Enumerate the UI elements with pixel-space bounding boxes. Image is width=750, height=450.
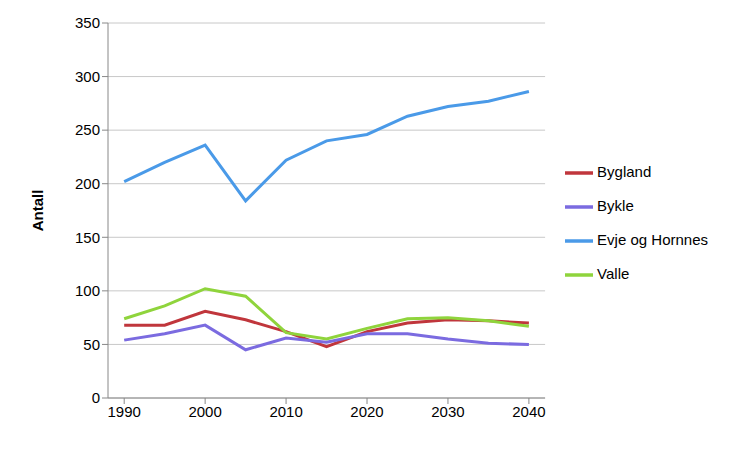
svg-text:200: 200 [75, 175, 100, 192]
svg-text:2040: 2040 [512, 403, 545, 420]
svg-text:1990: 1990 [108, 403, 141, 420]
svg-text:2030: 2030 [431, 403, 464, 420]
svg-text:2010: 2010 [269, 403, 302, 420]
svg-text:250: 250 [75, 121, 100, 138]
svg-text:350: 350 [75, 14, 100, 31]
svg-text:300: 300 [75, 68, 100, 85]
html-text:Evje og Hornnes: Evje og Hornnes [597, 231, 708, 248]
html-text:Bygland: Bygland [597, 163, 652, 180]
svg-text:2000: 2000 [188, 403, 221, 420]
svg-text:100: 100 [75, 282, 100, 299]
svg-text:50: 50 [83, 336, 100, 353]
html-text:Valle: Valle [597, 265, 630, 282]
html-text:Bykle: Bykle [597, 197, 634, 214]
svg-text:0: 0 [92, 389, 100, 406]
svg-text:150: 150 [75, 229, 100, 246]
svg-text:Antall: Antall [29, 190, 46, 232]
svg-text:2020: 2020 [350, 403, 383, 420]
